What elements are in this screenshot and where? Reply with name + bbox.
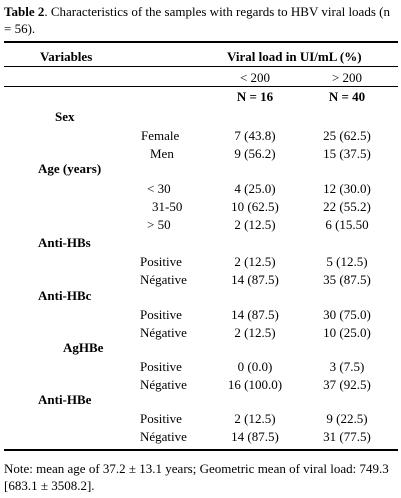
cell-high: 30 (75.0) [323, 307, 371, 322]
top-rule [4, 41, 398, 43]
cell-high: 31 (77.5) [323, 429, 371, 444]
row-label: Négative [140, 272, 187, 287]
group-label: Age (years) [38, 161, 102, 176]
header-divider [4, 66, 398, 67]
header-viral-load: Viral load in UI/mL (%) [227, 49, 362, 64]
row-label: Positive [140, 411, 182, 426]
cell-low: 0 (0.0) [237, 359, 273, 374]
cell-low: 9 (56.2) [234, 146, 276, 161]
cell-low: 14 (87.5) [231, 429, 279, 444]
cell-low: 10 (62.5) [231, 199, 279, 214]
caption-text: . Characteristics of the samples with re… [4, 4, 390, 36]
cell-high: 25 (62.5) [323, 128, 371, 143]
header-variables: Variables [40, 49, 93, 64]
cell-low: 16 (100.0) [227, 377, 283, 392]
row-label: Négative [140, 429, 187, 444]
cell-low: 14 (87.5) [231, 272, 279, 287]
cell-low: 14 (87.5) [231, 307, 279, 322]
cell-high: 9 (22.5) [326, 411, 368, 426]
cell-high: 15 (37.5) [323, 146, 371, 161]
group-label: Anti-HBc [38, 288, 92, 303]
cell-low: 2 (12.5) [234, 411, 276, 426]
row-label: Positive [140, 307, 182, 322]
header-col-high: > 200 [331, 70, 363, 85]
cell-low: 7 (43.8) [234, 128, 276, 143]
header-n-high: N = 40 [328, 89, 366, 104]
cell-low: 2 (12.5) [234, 217, 276, 232]
row-label: Men [150, 146, 174, 161]
row-label: Female [141, 128, 180, 143]
table-label: Table 2 [4, 4, 45, 19]
row-label: Positive [140, 359, 182, 374]
cell-high: 37 (92.5) [323, 377, 371, 392]
row-label: < 30 [147, 181, 171, 196]
cell-high: 12 (30.0) [323, 181, 371, 196]
bottom-rule [4, 449, 398, 451]
group-label: Anti-HBe [38, 392, 92, 407]
row-label: Positive [140, 254, 182, 269]
row-label: > 50 [147, 217, 171, 232]
cell-high: 6 (15.50 [325, 217, 369, 232]
header-n-low: N = 16 [236, 89, 274, 104]
cell-high: 22 (55.2) [323, 199, 371, 214]
header-col-low: < 200 [239, 70, 271, 85]
table-note: Note: mean age of 37.2 ± 13.1 years; Geo… [4, 461, 389, 493]
cell-low: 4 (25.0) [234, 181, 276, 196]
group-label: Sex [55, 109, 75, 124]
cell-low: 2 (12.5) [234, 325, 276, 340]
cell-high: 35 (87.5) [323, 272, 371, 287]
table-caption: Table 2. Characteristics of the samples … [4, 3, 397, 37]
cell-high: 3 (7.5) [329, 359, 365, 374]
row-label: Négative [140, 325, 187, 340]
cell-high: 5 (12.5) [326, 254, 368, 269]
group-label: AgHBe [63, 340, 104, 355]
row-label: Négative [140, 377, 187, 392]
row-label: 31-50 [152, 199, 183, 214]
cell-low: 2 (12.5) [234, 254, 276, 269]
cell-high: 10 (25.0) [323, 325, 371, 340]
subheader-divider [4, 86, 398, 87]
group-label: Anti-HBs [38, 235, 91, 250]
